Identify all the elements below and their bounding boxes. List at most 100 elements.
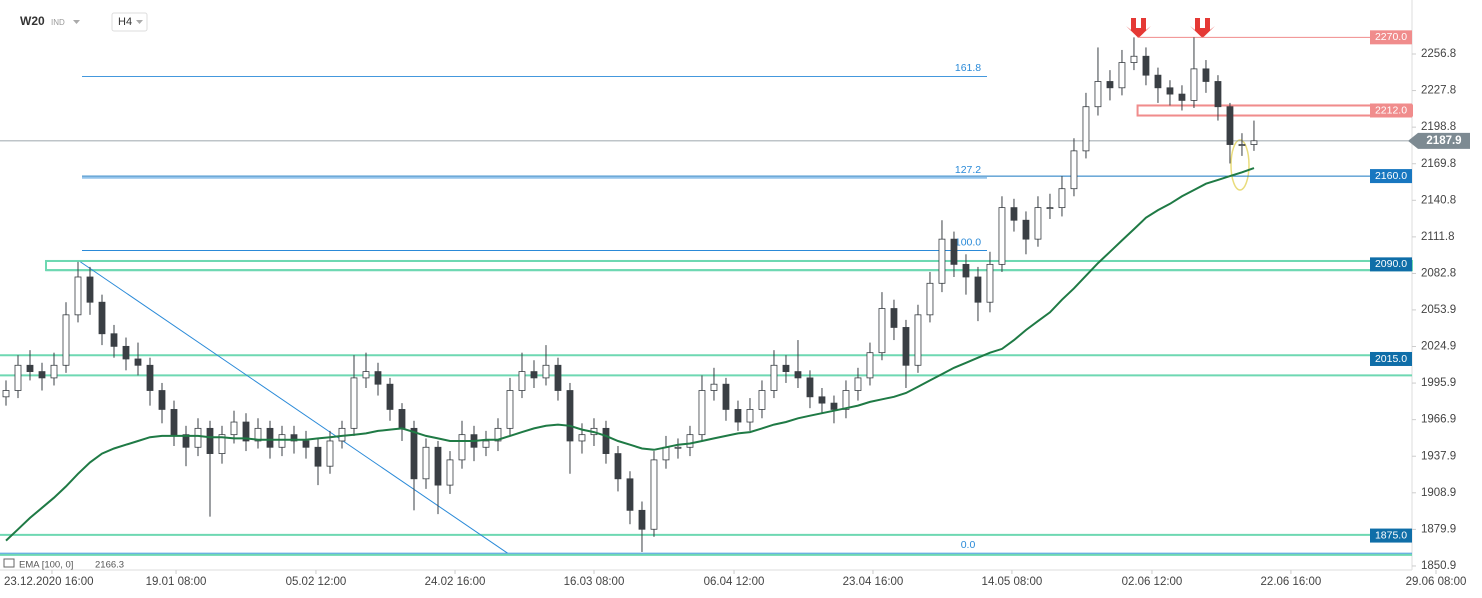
x-tick-label: 14.05 08:00 — [982, 576, 1043, 588]
x-tick-label: 05.02 12:00 — [286, 576, 347, 588]
candle-body — [1238, 144, 1246, 146]
candle-body — [1094, 81, 1102, 108]
candle-body — [746, 409, 754, 423]
candle-body — [938, 238, 946, 284]
y-tick-label: 2111.8 — [1421, 231, 1454, 243]
trendline — [80, 261, 508, 554]
candle-body — [854, 377, 862, 391]
candle-body — [650, 459, 658, 530]
candle-body — [182, 434, 190, 448]
candle-body — [1226, 106, 1234, 145]
legend-icon — [3, 558, 15, 568]
candle-body — [890, 308, 898, 328]
dropdown-icon[interactable] — [73, 20, 80, 24]
candle-body — [530, 371, 538, 379]
x-tick-label: 23.04 16:00 — [843, 576, 904, 588]
legend-value: 2166.3 — [95, 560, 124, 571]
candle-body — [398, 409, 406, 429]
candle-body — [866, 352, 874, 379]
candle-body — [1022, 219, 1030, 240]
level-label: 2160.0 — [1375, 170, 1407, 182]
candle-body — [770, 364, 778, 391]
candle-body — [170, 409, 178, 436]
candle-body — [218, 434, 226, 454]
candle-body — [1166, 87, 1174, 95]
candle-body — [578, 434, 586, 442]
candle-body — [158, 390, 166, 410]
sell-arrow — [1126, 18, 1215, 38]
candle-body — [818, 396, 826, 404]
candle-body — [1154, 74, 1162, 89]
candle-body — [662, 446, 670, 461]
candle-body — [326, 440, 334, 467]
x-tick-label: 16.03 08:00 — [564, 576, 625, 588]
candle-body — [86, 276, 94, 303]
y-tick-label: 1908.9 — [1421, 487, 1456, 499]
candle-body — [482, 440, 490, 448]
candle-body — [602, 427, 610, 454]
y-tick-label: 1850.9 — [1421, 560, 1456, 572]
y-tick-label: 2053.9 — [1421, 304, 1456, 316]
candle-body — [686, 434, 694, 448]
candle-body — [998, 207, 1006, 265]
candle-body — [878, 308, 886, 354]
level-label: 1875.0 — [1375, 529, 1407, 541]
level-label-box — [1370, 257, 1412, 272]
highlight-ellipse — [1230, 139, 1250, 191]
current-price-tag — [1408, 132, 1470, 149]
y-tick-label: 1879.9 — [1421, 523, 1456, 535]
candle-body — [710, 383, 718, 391]
candle-body — [1082, 106, 1090, 152]
candle-body — [782, 364, 790, 372]
candle-body — [362, 371, 370, 379]
legend-name: EMA [100, 0] — [19, 560, 73, 571]
candle-body — [674, 446, 682, 449]
candle-body — [74, 276, 82, 316]
level-band — [45, 259, 1413, 272]
interval-selector[interactable] — [111, 12, 148, 32]
level-label: 2090.0 — [1375, 258, 1407, 270]
market: IND — [51, 18, 65, 27]
level-label-box — [1370, 103, 1412, 118]
candle-body — [722, 383, 730, 410]
level-label: 2015.0 — [1375, 353, 1407, 365]
symbol: W20 — [20, 14, 45, 28]
candle-body — [410, 427, 418, 480]
candle-body — [542, 364, 550, 379]
candle-body — [950, 238, 958, 265]
candle-body — [974, 276, 982, 303]
y-tick-label: 1966.9 — [1421, 414, 1456, 426]
candle-body — [338, 427, 346, 442]
candle-body — [434, 446, 442, 486]
x-tick-label: 23.12.2020 16:00 — [4, 576, 94, 588]
candle-body — [1202, 68, 1210, 82]
candle-body — [1118, 62, 1126, 89]
level-label-box — [1370, 169, 1412, 184]
candle-body — [758, 390, 766, 410]
candle-body — [422, 446, 430, 480]
candle-body — [374, 371, 382, 385]
candle-body — [1130, 55, 1138, 63]
candle-body — [1046, 207, 1054, 210]
candle-body — [266, 427, 274, 448]
candle-body — [98, 301, 106, 335]
candle-body — [254, 427, 262, 442]
x-tick-label: 02.06 12:00 — [1122, 576, 1183, 588]
candle-body — [902, 327, 910, 366]
level-label-box — [1370, 30, 1412, 45]
candle-body — [506, 390, 514, 429]
candle-body — [50, 364, 58, 379]
candle-body — [446, 459, 454, 486]
candle-body — [554, 364, 562, 391]
level-label: 2212.0 — [1375, 104, 1407, 116]
candle-body — [494, 427, 502, 442]
candle-body — [278, 434, 286, 448]
candle-body — [566, 390, 574, 442]
candle-body — [290, 434, 298, 442]
candle-body — [794, 371, 802, 379]
candle-body — [698, 390, 706, 436]
candle-body — [1058, 188, 1066, 209]
candle-body — [1142, 55, 1150, 76]
y-tick-label: 1995.9 — [1421, 377, 1456, 389]
